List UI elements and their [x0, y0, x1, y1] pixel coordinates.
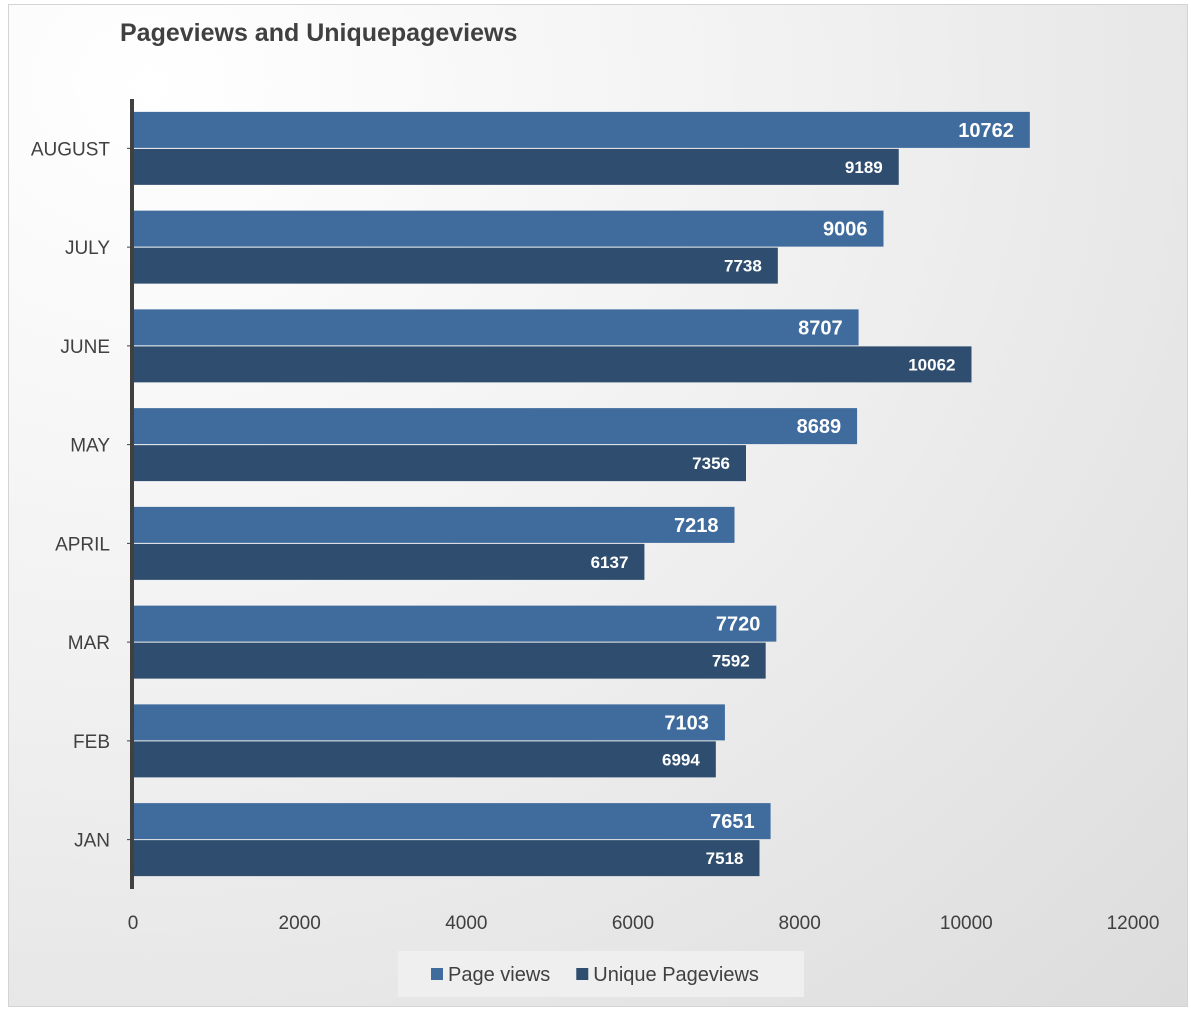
data-label: 6137 — [591, 553, 629, 572]
bar-chart: Pageviews and Uniquepageviews 7651 7518 JA… — [31, 19, 1160, 997]
x-tick-label: 12000 — [1107, 913, 1160, 934]
data-label: 7356 — [692, 454, 730, 473]
bar-unique-pageviews[interactable] — [133, 247, 778, 284]
category-label: MAY — [70, 436, 110, 457]
category-label: APRIL — [55, 534, 110, 555]
bar-unique-pageviews[interactable] — [133, 148, 899, 185]
category-label: JAN — [74, 831, 110, 852]
x-tick-label: 6000 — [612, 913, 654, 934]
bars-group — [133, 111, 1030, 877]
bar-unique-pageviews[interactable] — [133, 741, 716, 778]
data-label: 10762 — [958, 120, 1014, 142]
data-label: 9006 — [823, 219, 868, 241]
bar-page-views[interactable] — [133, 309, 859, 346]
bar-unique-pageviews[interactable] — [133, 543, 645, 580]
data-label: 7103 — [664, 712, 709, 734]
bar-page-views[interactable] — [133, 506, 735, 543]
category-label: AUGUST — [31, 139, 111, 160]
bar-page-views[interactable] — [133, 605, 777, 642]
legend[interactable]: Page views Unique Pageviews — [398, 951, 804, 997]
data-label: 8707 — [798, 317, 843, 339]
data-label: 7738 — [724, 257, 762, 276]
bar-page-views[interactable] — [133, 803, 771, 840]
legend-label: Unique Pageviews — [593, 964, 759, 986]
bar-unique-pageviews[interactable] — [133, 445, 746, 482]
labels-group: 7651 7518 JAN 7103 6994 FEB 7720 7592 MAR 7218 613… — [31, 120, 1160, 934]
category-label: JUNE — [60, 337, 110, 358]
bar-page-views[interactable] — [133, 210, 884, 247]
bar-unique-pageviews[interactable] — [133, 346, 972, 383]
legend-swatch — [576, 968, 589, 980]
data-label: 7720 — [716, 614, 761, 636]
bar-page-views[interactable] — [133, 408, 858, 445]
data-label: 7218 — [674, 515, 719, 537]
category-label: JULY — [65, 238, 110, 259]
data-label: 9189 — [845, 158, 883, 177]
x-tick-label: 0 — [128, 913, 139, 934]
x-tick-label: 2000 — [279, 913, 321, 934]
bar-page-views[interactable] — [133, 111, 1030, 148]
x-tick-label: 8000 — [779, 913, 821, 934]
data-label: 10062 — [908, 355, 955, 374]
chart-title: Pageviews and Uniquepageviews — [120, 19, 517, 47]
x-tick-label: 10000 — [940, 913, 993, 934]
bar-unique-pageviews[interactable] — [133, 642, 766, 679]
category-label: FEB — [73, 732, 110, 753]
data-label: 8689 — [797, 416, 842, 438]
x-tick-label: 4000 — [445, 913, 487, 934]
legend-box — [398, 951, 804, 997]
legend-swatch — [431, 968, 443, 980]
bar-page-views[interactable] — [133, 704, 725, 741]
data-label: 7592 — [712, 652, 750, 671]
bar-unique-pageviews[interactable] — [133, 840, 760, 877]
category-label: MAR — [68, 633, 110, 654]
legend-label: Page views — [448, 964, 550, 986]
data-label: 7518 — [706, 849, 744, 868]
data-label: 7651 — [710, 811, 755, 833]
data-label: 6994 — [662, 750, 700, 769]
chart-container: Pageviews and Uniquepageviews 7651 7518 JA… — [8, 4, 1188, 1007]
